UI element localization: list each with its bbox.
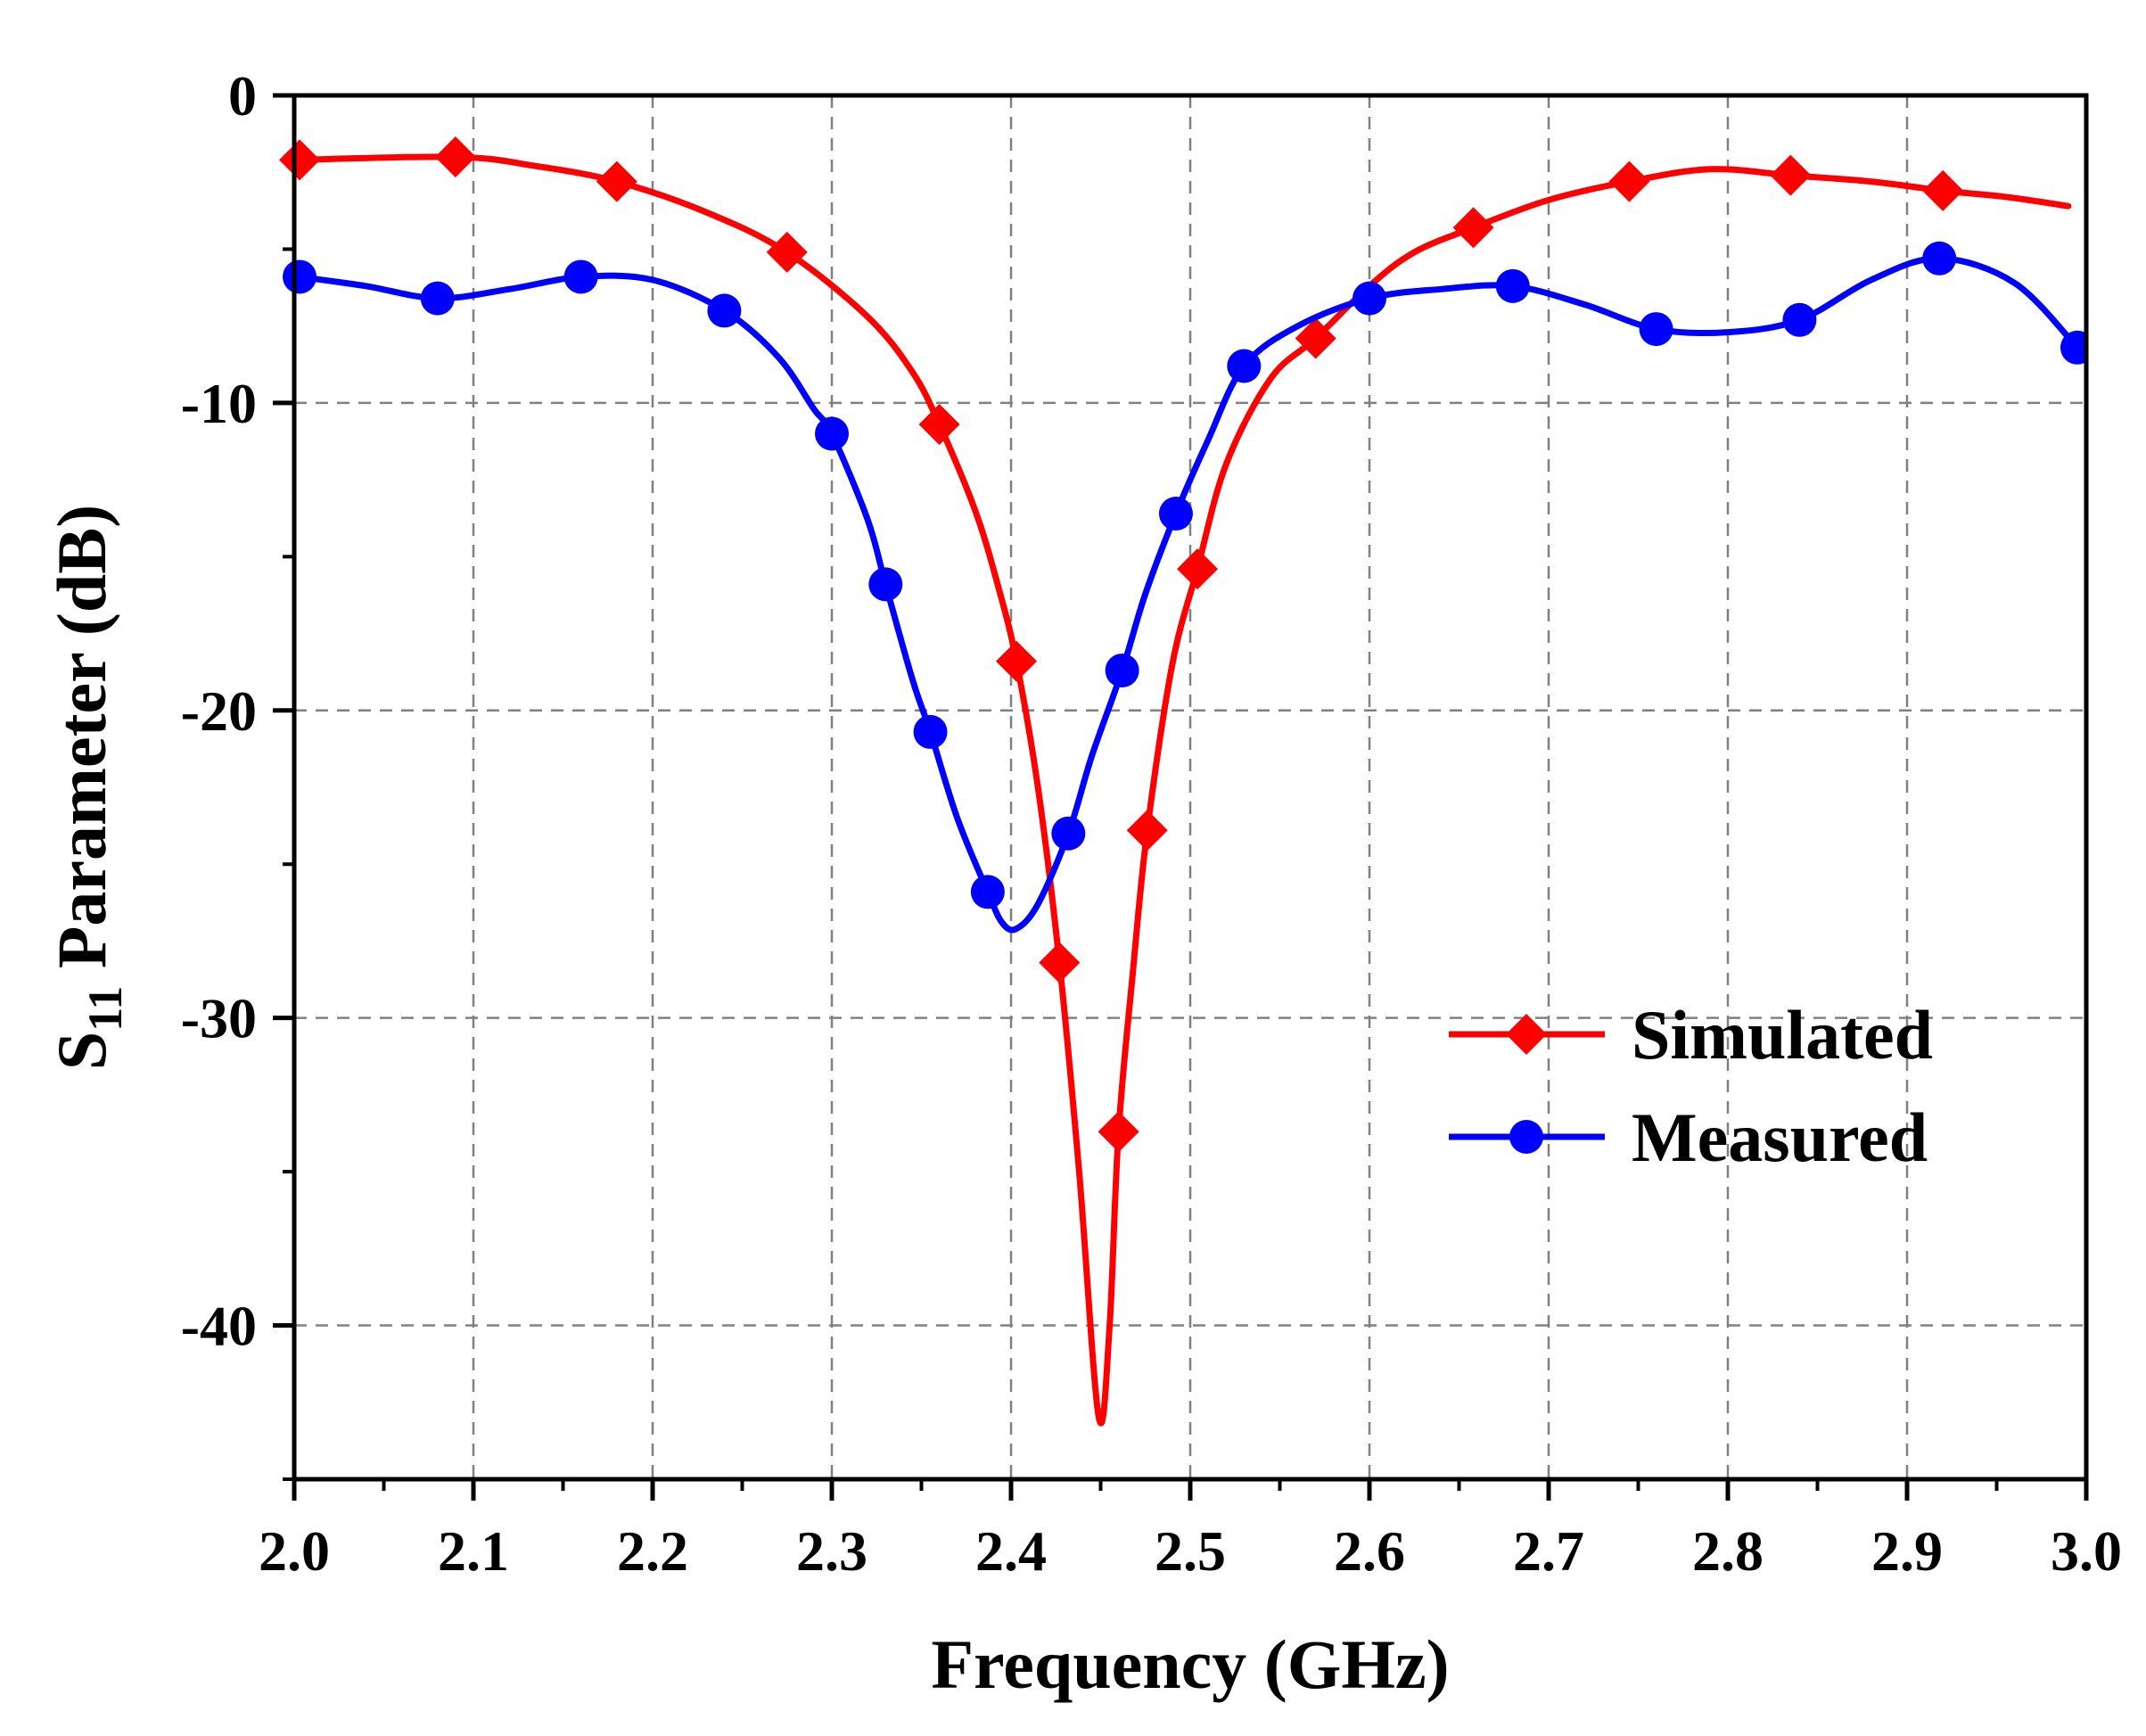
simulated-marker (434, 136, 476, 177)
measured-marker (970, 875, 1005, 909)
y-axis-title-rest: Parameter (dB) (43, 505, 120, 986)
simulated-marker (1177, 548, 1219, 590)
x-tick-label: 2.8 (1692, 1519, 1764, 1583)
measured-marker (707, 293, 742, 328)
simulated-marker (1098, 1111, 1139, 1153)
measured-marker (913, 714, 948, 749)
measured-marker (283, 259, 317, 294)
y-tick-label: -30 (181, 987, 257, 1050)
simulated-marker (1770, 154, 1812, 196)
series-line-simulated (291, 153, 2072, 1427)
simulated-marker (1608, 160, 1650, 202)
x-tick-label: 2.6 (1334, 1519, 1405, 1583)
legend-marker (1509, 1120, 1543, 1154)
x-tick-label: 3.0 (2051, 1519, 2122, 1583)
simulated-marker (279, 139, 321, 181)
simulated-marker (766, 231, 808, 273)
measured-marker (1639, 312, 1673, 347)
series-measured (283, 241, 2086, 934)
legend-item-measured: Measured (1449, 1098, 1928, 1176)
measured-marker (1782, 302, 1817, 337)
measured-marker (1353, 281, 1386, 316)
series-layer (279, 136, 2086, 1427)
legend-item-simulated: Simulated (1449, 996, 1933, 1074)
measured-marker (1158, 497, 1193, 531)
legend: Simulated Measured (1449, 996, 1933, 1176)
legend-label: Measured (1632, 1098, 1928, 1176)
y-tick-label: 0 (228, 64, 257, 128)
y-tick-label: -20 (181, 679, 257, 743)
x-tick-label: 2.2 (617, 1519, 688, 1583)
x-tick-label: 2.1 (438, 1519, 509, 1583)
legend-marker (1506, 1014, 1547, 1055)
x-tick-label: 2.0 (259, 1519, 330, 1583)
y-tick-label: -10 (181, 372, 257, 435)
measured-marker (1105, 653, 1139, 687)
legend-label: Simulated (1632, 996, 1933, 1074)
simulated-marker (918, 404, 960, 446)
x-tick-label: 2.3 (796, 1519, 867, 1583)
y-axis-title-main: S (43, 1032, 120, 1070)
simulated-marker (1039, 942, 1081, 983)
simulated-marker (1922, 169, 1964, 211)
axis-layer: 2.0 2.1 2.2 2.3 2.4 2.5 2.6 2.7 2.8 2.9 3.0 0 -10 -20… (181, 64, 2122, 1583)
simulated-marker (1452, 207, 1494, 249)
x-tick-label: 2.4 (975, 1519, 1047, 1583)
y-axis-title: S11 Parameter (dB) (43, 505, 132, 1070)
y-axis-title-subscript: 11 (78, 986, 132, 1032)
measured-marker (1227, 349, 1262, 383)
grid-layer (294, 95, 2086, 1479)
measured-marker (563, 259, 598, 294)
x-tick-label: 2.5 (1155, 1519, 1226, 1583)
y-tick-label: -40 (181, 1295, 257, 1358)
measured-marker (1922, 241, 1957, 276)
simulated-marker (596, 160, 637, 202)
simulated-marker (1295, 317, 1336, 359)
x-tick-label: 2.7 (1513, 1519, 1584, 1583)
simulated-marker (996, 640, 1038, 682)
series-simulated (279, 136, 2072, 1427)
measured-marker (868, 567, 903, 602)
measured-marker (1495, 268, 1530, 303)
x-axis-title: Frequency (GHz) (931, 1625, 1449, 1703)
measured-marker (815, 416, 849, 451)
measured-marker (420, 281, 455, 316)
simulated-marker (1126, 810, 1168, 852)
measured-marker (1051, 816, 1086, 851)
measured-marker (2060, 330, 2086, 365)
x-tick-label: 2.9 (1871, 1519, 1943, 1583)
